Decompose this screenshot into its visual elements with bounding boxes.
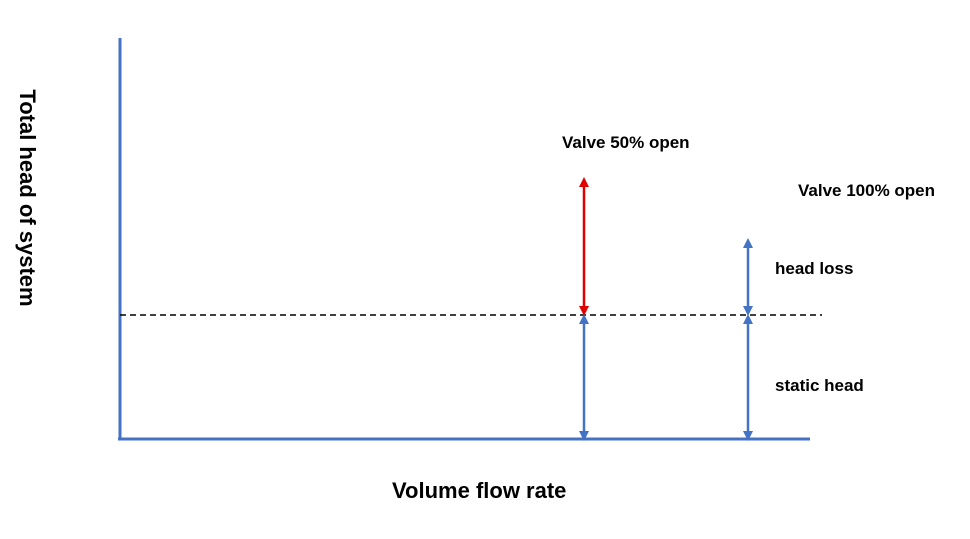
head-loss-label: head loss bbox=[775, 259, 854, 278]
static-head-label: static head bbox=[775, 376, 864, 395]
y-axis-label: Total head of system bbox=[15, 89, 40, 307]
valve-50-label: Valve 50% open bbox=[562, 133, 690, 152]
valve-100-label: Valve 100% open bbox=[798, 181, 936, 200]
x-axis-label: Volume flow rate bbox=[392, 478, 567, 503]
